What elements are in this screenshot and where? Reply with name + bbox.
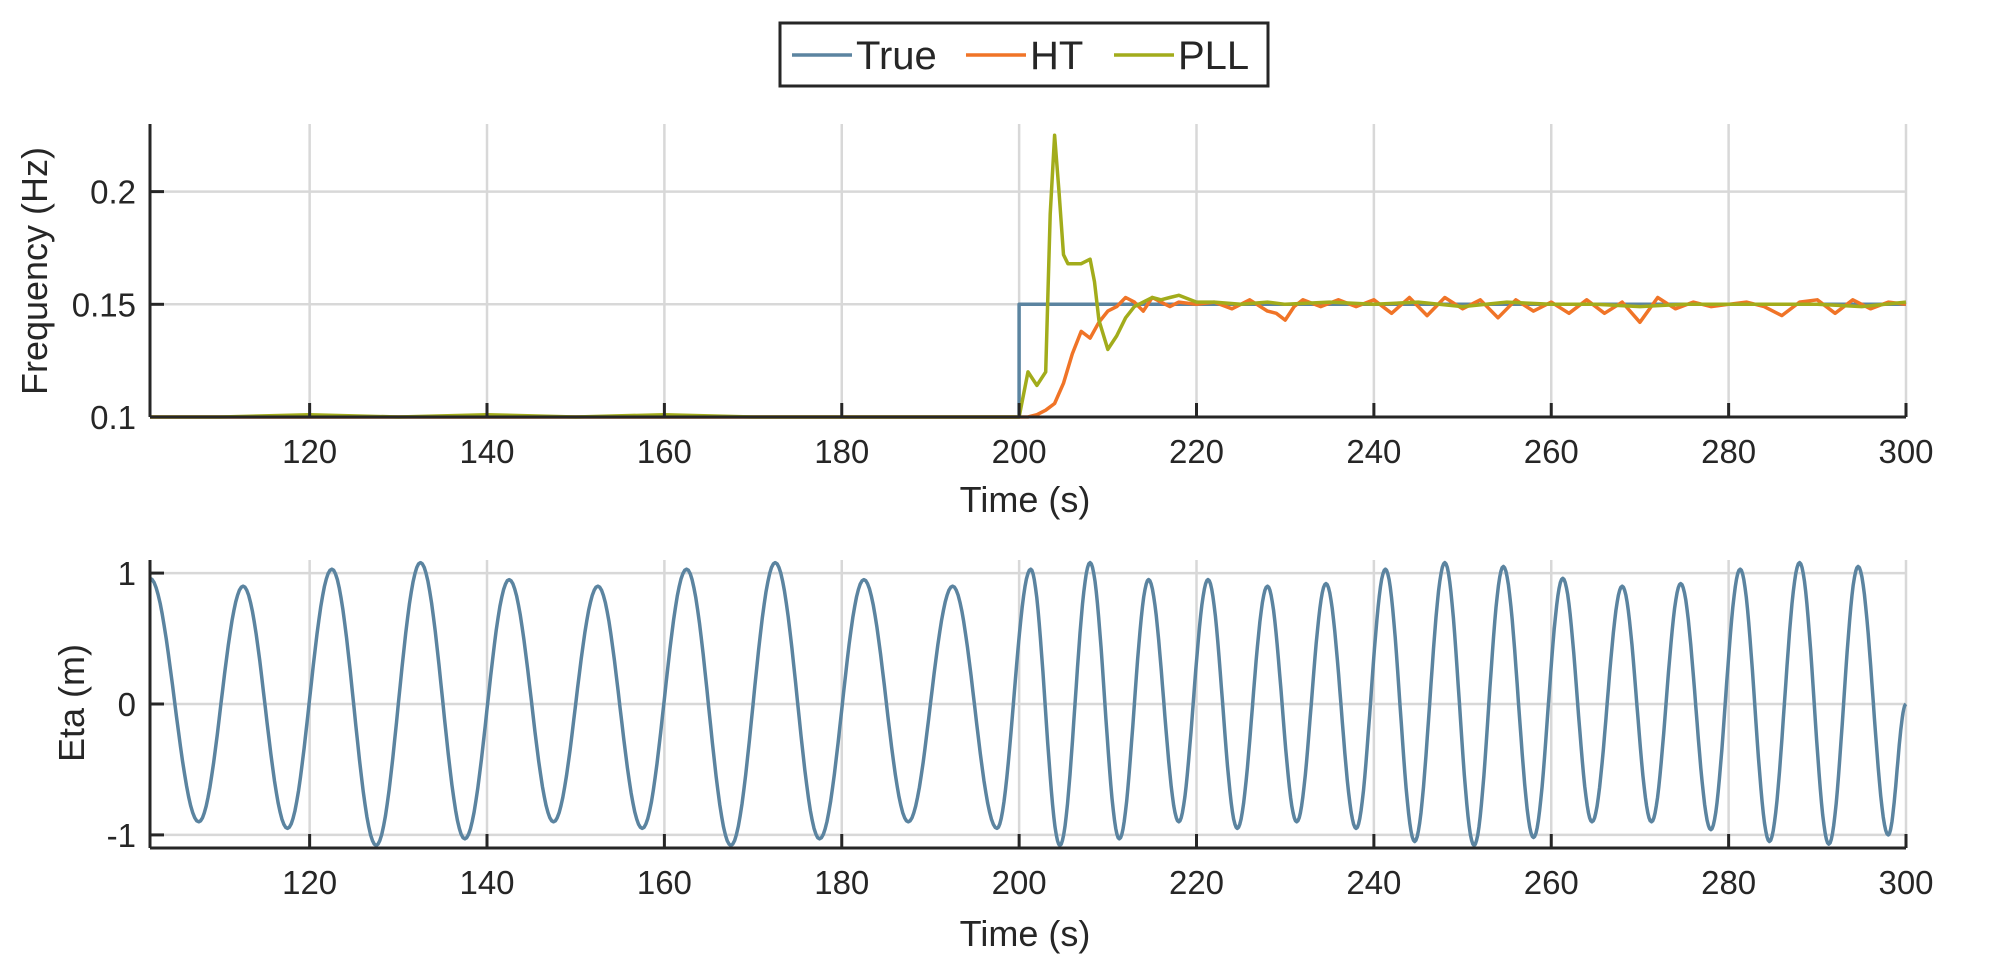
- frequency-plot-lines: [150, 133, 1907, 419]
- eta-panel: 120 140 160 180 200 220 240 260 280 300 -1 0 1 Time …: [51, 555, 1934, 954]
- x-tick-label: 160: [637, 864, 692, 901]
- x-tick-label: 200: [992, 433, 1047, 470]
- legend-label-pll: PLL: [1178, 34, 1249, 78]
- y-tick-label: 0: [118, 686, 136, 723]
- series-line-ht: [150, 295, 1907, 419]
- y-tick-label: 0.15: [72, 286, 136, 323]
- frequency-axes: [148, 124, 1906, 419]
- legend-label-ht: HT: [1030, 34, 1083, 78]
- x-tick-label: 300: [1878, 864, 1933, 901]
- x-tick-label: 280: [1701, 864, 1756, 901]
- x-tick-label: 200: [992, 864, 1047, 901]
- x-tick-label: 240: [1346, 433, 1401, 470]
- legend-label-true: True: [856, 34, 937, 78]
- x-tick-label: 140: [459, 864, 514, 901]
- series-line-eta: [149, 560, 1908, 848]
- eta-grid: [150, 560, 1908, 848]
- eta-y-axis-label: Eta (m): [51, 644, 92, 762]
- eta-ticks: 120 140 160 180 200 220 240 260 280 300 -1 0 1: [107, 555, 1934, 901]
- x-tick-label: 220: [1169, 433, 1224, 470]
- y-tick-label: -1: [107, 817, 136, 854]
- x-tick-label: 120: [282, 433, 337, 470]
- frequency-panel: 120 140 160 180 200 220 240 260 280 300 0.1 0.15 0.2…: [14, 124, 1934, 520]
- series-line-pll: [150, 133, 1907, 419]
- x-tick-label: 120: [282, 864, 337, 901]
- y-tick-label: 0.2: [90, 174, 136, 211]
- x-tick-label: 280: [1701, 433, 1756, 470]
- x-tick-label: 180: [814, 433, 869, 470]
- eta-plot-lines: [149, 560, 1908, 848]
- frequency-ticks: 120 140 160 180 200 220 240 260 280 300 0.1 0.15 0.2: [72, 174, 1934, 470]
- y-tick-label: 1: [118, 555, 136, 592]
- x-tick-label: 260: [1524, 864, 1579, 901]
- legend: True HT PLL: [778, 21, 1270, 88]
- x-tick-label: 140: [459, 433, 514, 470]
- x-tick-label: 220: [1169, 864, 1224, 901]
- frequency-x-axis-label: Time (s): [960, 479, 1091, 520]
- x-tick-label: 180: [814, 864, 869, 901]
- frequency-y-axis-label: Frequency (Hz): [14, 147, 55, 395]
- x-tick-label: 300: [1878, 433, 1933, 470]
- x-tick-label: 160: [637, 433, 692, 470]
- eta-x-axis-label: Time (s): [960, 913, 1091, 954]
- y-tick-label: 0.1: [90, 399, 136, 436]
- x-tick-label: 240: [1346, 864, 1401, 901]
- x-tick-label: 260: [1524, 433, 1579, 470]
